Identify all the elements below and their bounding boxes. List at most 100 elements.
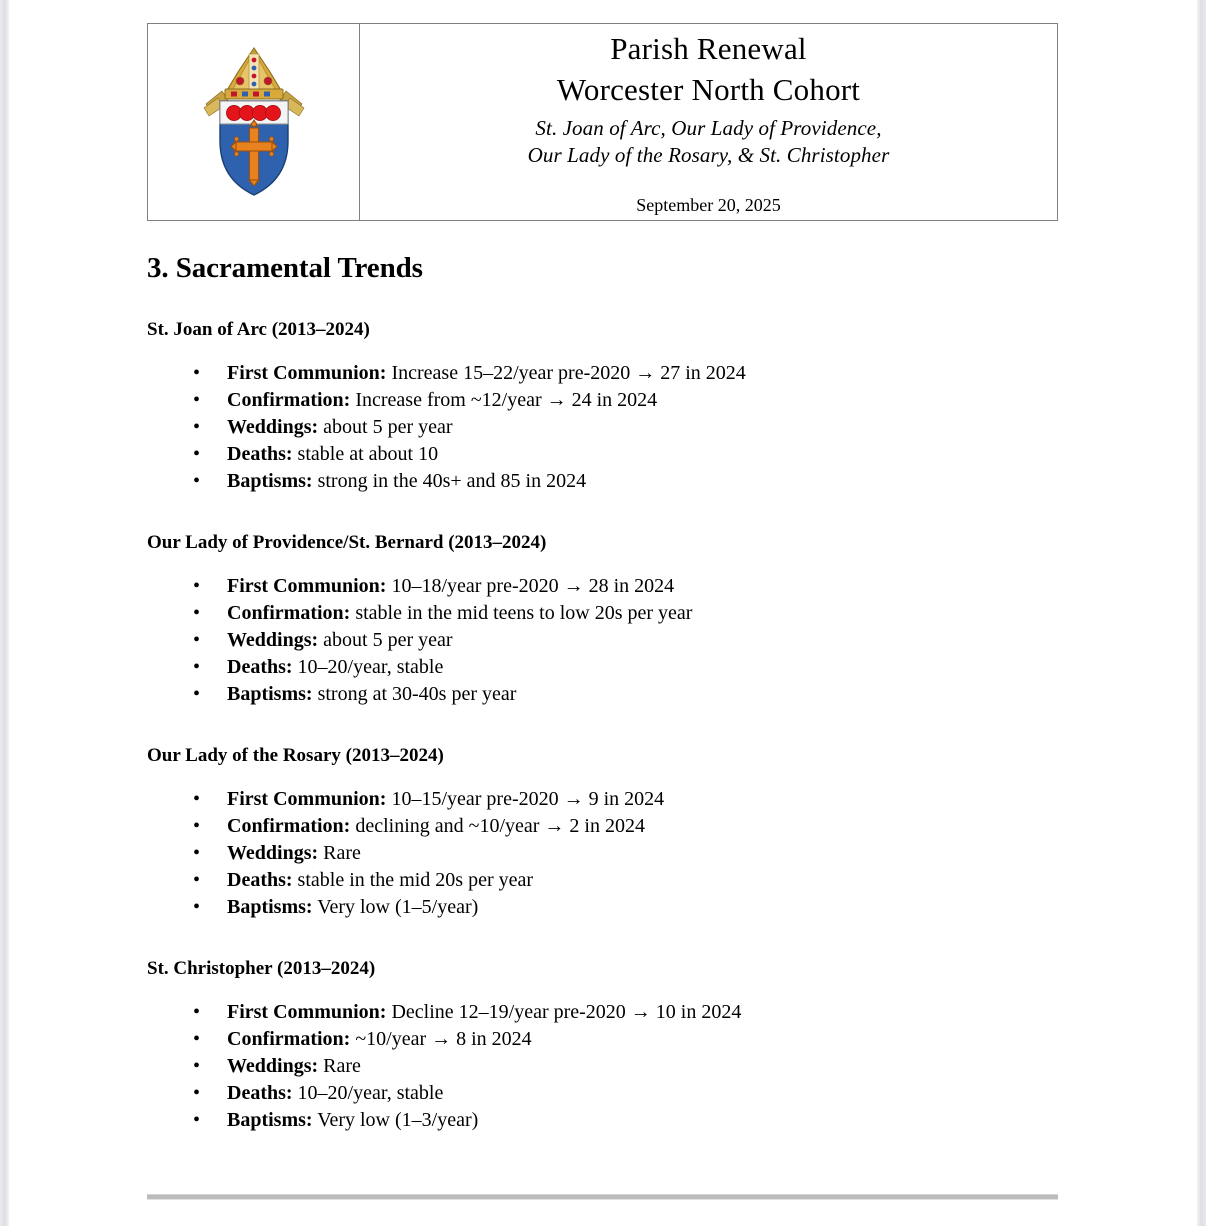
- sacrament-list-item: • Baptisms: strong at 30-40s per year: [147, 681, 1077, 708]
- sacrament-list-item: • Deaths: 10–20/year, stable: [147, 654, 1077, 681]
- sacrament-label: Deaths:: [227, 443, 293, 465]
- sacrament-list: • First Communion: Decline 12–19/year pre…: [147, 999, 1077, 1134]
- sacrament-label: Confirmation:: [227, 815, 351, 837]
- sacrament-value: stable at about 10: [297, 443, 439, 465]
- parish-block: St. Joan of Arc (2013–2024) • First Commun…: [147, 318, 1077, 495]
- sacrament-list-item: • First Communion: Increase 15–22/year pr…: [147, 360, 1077, 387]
- sacrament-label: Weddings:: [227, 842, 319, 864]
- sacrament-label: Deaths:: [227, 869, 293, 891]
- parish-heading: St. Joan of Arc (2013–2024): [147, 319, 370, 340]
- sacrament-list-item: • Baptisms: Very low (1–5/year): [147, 894, 1077, 921]
- document-subtitle-line-1: St. Joan of Arc, Our Lady of Providence,: [535, 116, 882, 140]
- sacrament-label: Baptisms:: [227, 683, 313, 705]
- bullet-icon: •: [193, 869, 201, 891]
- bullet-icon: •: [193, 575, 201, 597]
- bullet-icon: •: [193, 1001, 201, 1023]
- parish-block: Our Lady of the Rosary (2013–2024) • First…: [147, 744, 1077, 921]
- sacrament-label: First Communion:: [227, 1001, 387, 1023]
- sacrament-value: Decline 12–19/year pre-2020 → 10 in 2024: [391, 1001, 742, 1023]
- sacrament-list-item: • Weddings: Rare: [147, 1053, 1077, 1080]
- sacrament-value: Increase 15–22/year pre-2020 → 27 in 202…: [391, 362, 746, 384]
- sacrament-list-item: • Baptisms: strong in the 40s+ and 85 in …: [147, 468, 1077, 495]
- sacrament-label: Deaths:: [227, 1082, 293, 1104]
- bullet-icon: •: [193, 1082, 201, 1104]
- sacrament-list-item: • Weddings: about 5 per year: [147, 414, 1077, 441]
- sacrament-list: • First Communion: 10–15/year pre-2020 → …: [147, 786, 1077, 921]
- bullet-icon: •: [193, 815, 201, 837]
- parish-sections: St. Joan of Arc (2013–2024) • First Commun…: [147, 318, 1077, 1134]
- sacrament-list: • First Communion: Increase 15–22/year pr…: [147, 360, 1077, 495]
- header-row: Parish Renewal Worcester North Cohort St…: [147, 23, 1058, 221]
- bullet-icon: •: [193, 896, 201, 918]
- sacrament-value: 10–15/year pre-2020 → 9 in 2024: [391, 788, 665, 810]
- sacrament-list-item: • Deaths: 10–20/year, stable: [147, 1080, 1077, 1107]
- sacrament-list-item: • First Communion: Decline 12–19/year pre…: [147, 999, 1077, 1026]
- sacrament-value: 10–20/year, stable: [297, 656, 444, 678]
- sacrament-label: Weddings:: [227, 629, 319, 651]
- sacrament-list-item: • First Communion: 10–18/year pre-2020 → …: [147, 573, 1077, 600]
- parish-heading: St. Christopher (2013–2024): [147, 958, 376, 979]
- document-body: 3. Sacramental Trends St. Joan of Arc (2…: [147, 240, 1077, 1134]
- sacrament-label: First Communion:: [227, 362, 387, 384]
- bullet-icon: •: [193, 602, 201, 624]
- document-title-line-2: Worcester North Cohort: [556, 72, 861, 107]
- sacrament-value: 10–20/year, stable: [297, 1082, 444, 1104]
- bullet-icon: •: [193, 842, 201, 864]
- sacrament-list-item: • First Communion: 10–15/year pre-2020 → …: [147, 786, 1077, 813]
- sacrament-value: Rare: [323, 842, 361, 864]
- sacrament-value: strong at 30-40s per year: [317, 683, 517, 705]
- sacrament-label: Confirmation:: [227, 389, 351, 411]
- bullet-icon: •: [193, 683, 201, 705]
- bullet-icon: •: [193, 416, 201, 438]
- sacrament-list-item: • Confirmation: declining and ~10/year → …: [147, 813, 1077, 840]
- sacrament-value: about 5 per year: [323, 629, 453, 651]
- sacrament-value: Very low (1–3/year): [317, 1109, 479, 1131]
- sacrament-value: Very low (1–5/year): [317, 896, 479, 918]
- sacrament-label: Confirmation:: [227, 1028, 351, 1050]
- sacrament-list-item: • Weddings: Rare: [147, 840, 1077, 867]
- bullet-icon: •: [193, 443, 201, 465]
- sacrament-label: First Communion:: [227, 788, 387, 810]
- document-subtitle-line-2: Our Lady of the Rosary, & St. Christophe…: [527, 143, 890, 167]
- viewer-right-edge-strip: [1197, 0, 1206, 1226]
- parish-block: Our Lady of Providence/St. Bernard (2013…: [147, 531, 1077, 708]
- bullet-icon: •: [193, 629, 201, 651]
- document-header-table: Parish Renewal Worcester North Cohort St…: [147, 23, 1058, 221]
- sacrament-list-item: • Confirmation: ~10/year → 8 in 2024: [147, 1026, 1077, 1053]
- sacrament-value: declining and ~10/year → 2 in 2024: [355, 815, 645, 837]
- sacrament-value: Increase from ~12/year → 24 in 2024: [355, 389, 658, 411]
- bullet-icon: •: [193, 470, 201, 492]
- sacrament-label: Deaths:: [227, 656, 293, 678]
- sacrament-value: strong in the 40s+ and 85 in 2024: [317, 470, 587, 492]
- bullet-icon: •: [193, 389, 201, 411]
- page-break-rule: [147, 1194, 1058, 1200]
- sacrament-list-item: • Confirmation: Increase from ~12/year → …: [147, 387, 1077, 414]
- sacrament-label: Weddings:: [227, 1055, 319, 1077]
- sacrament-list-item: • Weddings: about 5 per year: [147, 627, 1077, 654]
- bullet-icon: •: [193, 1055, 201, 1077]
- bullet-icon: •: [193, 1109, 201, 1131]
- document-date: September 20, 2025: [636, 195, 781, 215]
- sacrament-list-item: • Baptisms: Very low (1–3/year): [147, 1107, 1077, 1134]
- sacrament-value: ~10/year → 8 in 2024: [355, 1028, 532, 1050]
- sacrament-value: 10–18/year pre-2020 → 28 in 2024: [391, 575, 675, 597]
- document-title-line-1: Parish Renewal: [610, 31, 807, 66]
- sacrament-list-item: • Confirmation: stable in the mid teens t…: [147, 600, 1077, 627]
- sacrament-value: stable in the mid 20s per year: [297, 869, 534, 891]
- viewer-left-edge-strip: [0, 0, 9, 1226]
- sacrament-list-item: • Deaths: stable in the mid 20s per year: [147, 867, 1077, 894]
- sacrament-label: Weddings:: [227, 416, 319, 438]
- sacrament-list: • First Communion: 10–18/year pre-2020 → …: [147, 573, 1077, 708]
- bullet-icon: •: [193, 788, 201, 810]
- bullet-icon: •: [193, 656, 201, 678]
- sacrament-label: First Communion:: [227, 575, 387, 597]
- parish-heading: Our Lady of the Rosary (2013–2024): [147, 745, 444, 766]
- sacrament-value: Rare: [323, 1055, 361, 1077]
- section-heading: 3. Sacramental Trends: [147, 252, 423, 284]
- sacrament-label: Confirmation:: [227, 602, 351, 624]
- sacrament-label: Baptisms:: [227, 896, 313, 918]
- document-page: Parish Renewal Worcester North Cohort St…: [9, 0, 1197, 1226]
- title-cell: Parish Renewal Worcester North Cohort St…: [359, 23, 1058, 221]
- sacrament-label: Baptisms:: [227, 470, 313, 492]
- logo-cell: [147, 23, 360, 221]
